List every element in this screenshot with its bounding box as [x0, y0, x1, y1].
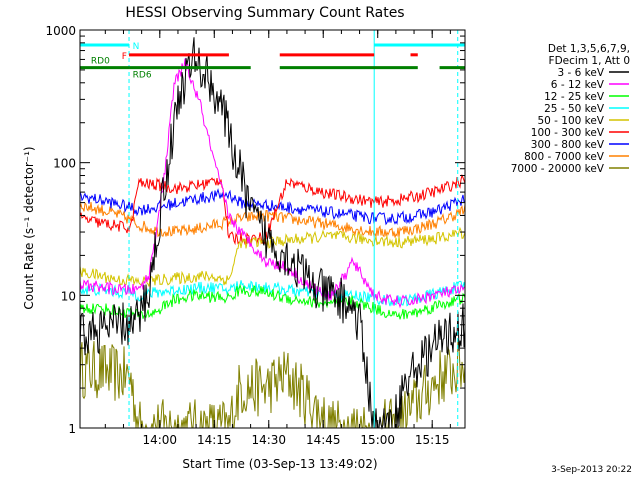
series-line-6 [79, 173, 466, 246]
series-line-9 [79, 339, 466, 429]
x-tick-label: 15:15 [415, 433, 450, 447]
legend-entry-label: 800 - 7000 keV [524, 151, 605, 163]
series-line-2 [79, 58, 466, 309]
x-axis-label: Start Time (03-Sep-13 13:49:02) [182, 457, 377, 471]
legend-entry-label: 50 - 100 keV [537, 115, 604, 127]
x-tick-label: 14:15 [197, 433, 232, 447]
legend-entry-label: 6 - 12 keV [551, 79, 605, 91]
legend-entry-label: 12 - 25 keV [544, 91, 605, 103]
y-tick-label: 1 [68, 422, 76, 436]
y-tick-label: 10 [61, 289, 76, 303]
series-line-3 [79, 283, 466, 320]
plot-frame [79, 29, 466, 429]
legend-entry-label: 25 - 50 keV [544, 103, 605, 115]
timestamp: 3-Sep-2013 20:22 [551, 465, 632, 475]
y-axis-label: Count Rate (s⁻¹ detector⁻¹) [22, 146, 36, 309]
y-tick-label: 100 [53, 157, 76, 171]
state-label-rd6: RD6 [133, 71, 152, 81]
state-label-rd0: RD0 [91, 57, 110, 67]
series-line-5 [79, 226, 466, 287]
legend-entry-label: 7000 - 20000 keV [511, 163, 605, 175]
legend-entry-label: 300 - 800 keV [531, 139, 605, 151]
legend-entry-label: 100 - 300 keV [531, 127, 605, 139]
series-line-7 [79, 188, 466, 226]
x-tick-label: 15:00 [360, 433, 395, 447]
x-tick-label: 14:45 [306, 433, 341, 447]
series-line-1 [79, 37, 466, 430]
series-line-8 [79, 201, 466, 238]
x-tick-label: 14:00 [142, 433, 177, 447]
chart-title: HESSI Observing Summary Count Rates [125, 5, 404, 21]
x-tick-label: 14:30 [251, 433, 286, 447]
legend-header-line: Det 1,3,5,6,7,9, [548, 43, 630, 55]
legend: Det 1,3,5,6,7,9,FDecim 1, Att 03 - 6 keV… [511, 43, 630, 175]
state-label-f: F [122, 52, 127, 62]
legend-entry-label: 3 - 6 keV [557, 67, 604, 79]
state-label-n: N [133, 42, 140, 52]
legend-header-line: FDecim 1, Att 0 [549, 55, 630, 67]
y-tick-label: 1000 [45, 24, 76, 38]
